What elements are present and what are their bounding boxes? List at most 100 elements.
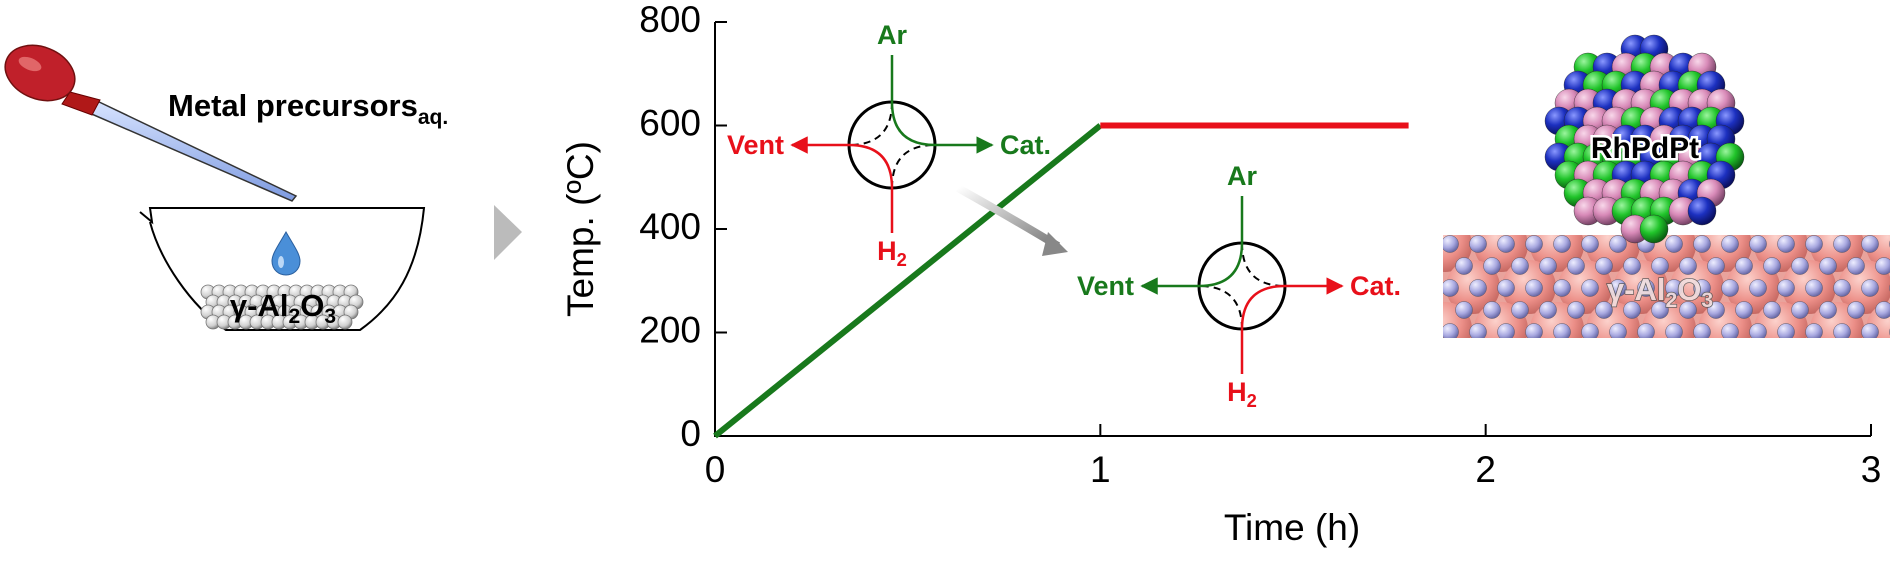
surface-atom xyxy=(1637,323,1655,338)
surface-atom xyxy=(1791,301,1809,319)
support-label: γ-Al2O3 xyxy=(230,288,336,327)
surface-atom xyxy=(1749,279,1767,297)
surface-atom xyxy=(1595,257,1613,275)
x-tick-label: 1 xyxy=(1090,449,1111,490)
surface-atom xyxy=(1609,323,1627,338)
surface-atom xyxy=(1469,323,1487,338)
surface-atom xyxy=(1777,323,1795,338)
surface-atom xyxy=(1861,235,1879,253)
surface-atom xyxy=(1875,257,1890,275)
surface-text: γ-Al xyxy=(1607,272,1666,307)
surface-atom xyxy=(1763,257,1781,275)
surface-atom xyxy=(1581,323,1599,338)
surface-atom xyxy=(1623,257,1641,275)
support-particles xyxy=(200,284,364,330)
surface-atom xyxy=(1497,279,1515,297)
y-axis-label: Temp. (ºC) xyxy=(560,141,601,317)
surface-atom xyxy=(1805,323,1823,338)
surface-atom xyxy=(1567,301,1585,319)
surface-atom xyxy=(1693,279,1711,297)
valve-label-text: H xyxy=(1227,377,1247,407)
surface-atom xyxy=(1651,257,1669,275)
surface-atom xyxy=(1693,235,1711,253)
surface-atom xyxy=(1875,301,1890,319)
surface-atom xyxy=(1847,257,1865,275)
support-surface xyxy=(1443,235,1890,338)
surface-atom xyxy=(1455,257,1473,275)
x-axis-label: Time (h) xyxy=(1224,507,1360,548)
surface-atom xyxy=(1847,301,1865,319)
surface-atom xyxy=(1651,301,1669,319)
surface-atom xyxy=(1539,301,1557,319)
surface-atom xyxy=(1721,235,1739,253)
surface-atom xyxy=(1805,235,1823,253)
valve-label-subscript: 2 xyxy=(1247,390,1257,411)
surface-atom xyxy=(1805,279,1823,297)
surface-atom xyxy=(1679,301,1697,319)
y-tick-label: 800 xyxy=(639,0,701,40)
valve-label-text: H xyxy=(877,236,897,266)
surface-subscript: 2 xyxy=(1665,289,1677,312)
surface-atom xyxy=(1511,301,1529,319)
surface-atom xyxy=(1539,257,1557,275)
x-tick-label: 0 xyxy=(705,449,726,490)
surface-atom xyxy=(1665,323,1683,338)
support-subscript: 3 xyxy=(324,305,336,328)
surface-atom xyxy=(1763,301,1781,319)
bowl xyxy=(139,207,426,331)
surface-atom xyxy=(1791,257,1809,275)
surface-atom xyxy=(1707,257,1725,275)
valve-label: Cat. xyxy=(1000,130,1051,160)
support-subscript: 2 xyxy=(288,305,300,328)
valve-label: Cat. xyxy=(1350,271,1401,301)
valve-label: Vent xyxy=(727,130,784,160)
surface-atom xyxy=(1665,235,1683,253)
surface-atom xyxy=(1525,323,1543,338)
surface-atom xyxy=(1443,235,1459,253)
pebble xyxy=(337,314,353,330)
surface-atom xyxy=(1833,279,1851,297)
surface-atom xyxy=(1553,235,1571,253)
surface-atom xyxy=(1455,301,1473,319)
surface-atom xyxy=(1497,235,1515,253)
surface-atom xyxy=(1525,235,1543,253)
surface-atom xyxy=(1595,301,1613,319)
surface-atom xyxy=(1833,235,1851,253)
surface-atom xyxy=(1443,279,1459,297)
valve-label: H2 xyxy=(877,236,907,270)
surface-atom xyxy=(1483,301,1501,319)
surface-atom xyxy=(1819,257,1837,275)
surface-atom xyxy=(1735,257,1753,275)
switch-arrow-head xyxy=(1042,232,1068,256)
surface-atom xyxy=(1665,279,1683,297)
precursor-label: Metal precursorsaq. xyxy=(168,88,448,128)
valve-label: Vent xyxy=(1077,271,1134,301)
surface-atom xyxy=(1581,279,1599,297)
particle-atom xyxy=(1687,196,1717,226)
surface-atom xyxy=(1469,235,1487,253)
valve-label: Ar xyxy=(877,20,907,50)
surface-atom xyxy=(1637,279,1655,297)
chart: Temp. (ºC) Time (h) 0 200 400 600 800 0 1 2 3 xyxy=(560,0,1882,548)
surface-atom xyxy=(1777,235,1795,253)
surface-atom xyxy=(1553,279,1571,297)
step-arrow xyxy=(494,205,522,260)
precursor-subscript: aq. xyxy=(418,106,448,129)
valve: Ar Vent Cat. H2 xyxy=(1077,161,1401,411)
surface-atom xyxy=(1609,279,1627,297)
surface-atom xyxy=(1553,323,1571,338)
surface-atom xyxy=(1623,301,1641,319)
surface-atom xyxy=(1707,301,1725,319)
valve-label: H2 xyxy=(1227,377,1257,411)
y-tick-label: 400 xyxy=(639,206,701,247)
surface-atom xyxy=(1721,279,1739,297)
x-tick-label: 2 xyxy=(1475,449,1496,490)
valve: Ar Vent Cat. H2 xyxy=(727,20,1051,270)
surface-atom xyxy=(1609,235,1627,253)
surface-label: γ-Al2O3 xyxy=(1607,272,1713,311)
valve-label: Ar xyxy=(1227,161,1257,191)
series-line xyxy=(713,123,1103,439)
surface-atom xyxy=(1469,279,1487,297)
